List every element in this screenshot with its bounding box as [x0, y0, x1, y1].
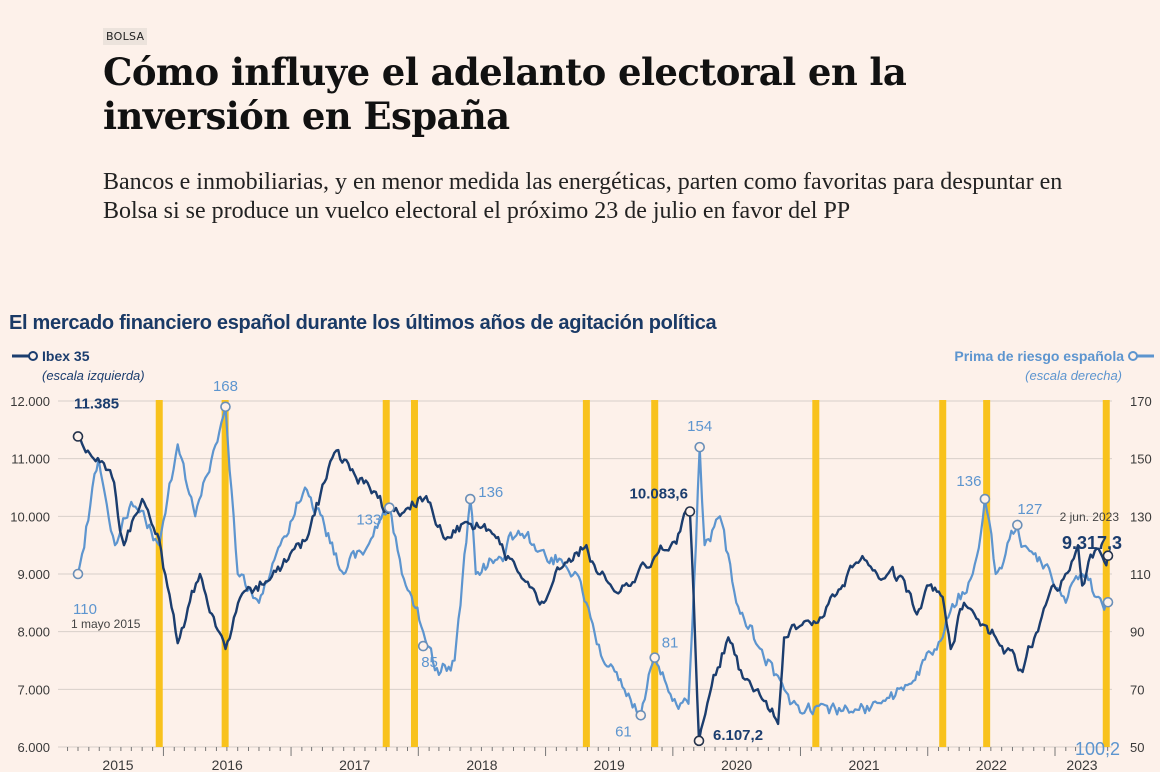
left-axis-tick-label: 6.000 [17, 740, 50, 755]
right-axis-tick-label: 170 [1130, 394, 1152, 409]
annotation-label: 9.317,3 [1062, 533, 1122, 553]
legend-prima-label: Prima de riesgo española [954, 348, 1124, 364]
line-chart: Ibex 35 (escala izquierda) Prima de ries… [10, 348, 1154, 772]
annotation-label: 6.107,2 [713, 727, 763, 744]
series-line-ibex [77, 435, 1110, 742]
annotation-label: 136 [956, 473, 981, 490]
article-subheadline: Bancos e inmobiliarias, y en menor medid… [103, 169, 1063, 224]
x-axis-tick-label: 2022 [976, 757, 1007, 772]
legend-prima-swatch [1128, 351, 1154, 361]
article-headline: Cómo influye el adelanto electoral en la… [103, 50, 907, 138]
election-band [221, 400, 229, 747]
annotation-label: 1 mayo 2015 [71, 617, 141, 631]
annotation-label: 11.385 [74, 395, 119, 412]
x-axis-tick-label: 2015 [102, 757, 133, 772]
left-axis-tick-label: 7.000 [17, 682, 50, 697]
election-band [155, 400, 163, 747]
right-axis-tick-label: 130 [1130, 509, 1152, 524]
annotation-marker [649, 652, 661, 663]
annotation-marker [72, 568, 84, 580]
left-axis-tick-label: 10.000 [10, 509, 50, 524]
annotation-label: 81 [662, 635, 679, 652]
annotation-marker [693, 735, 705, 747]
right-axis-tick-label: 110 [1130, 567, 1151, 582]
annotation-marker [1102, 550, 1114, 562]
right-axis-tick-label: 50 [1130, 740, 1144, 755]
left-axis-tick-label: 8.000 [17, 625, 50, 640]
annotation-marker [1012, 519, 1023, 531]
left-axis-tick-label: 11.000 [11, 452, 50, 467]
election-band [939, 400, 947, 747]
legend-ibex-swatch [12, 351, 38, 361]
x-axis-tick-label: 2019 [594, 757, 625, 772]
right-axis-tick-label: 90 [1130, 625, 1144, 640]
annotation-marker [694, 441, 705, 453]
annotation-marker [417, 640, 429, 652]
annotation-label: 168 [213, 378, 238, 395]
annotation-marker [635, 709, 647, 721]
chart-title: El mercado financiero español durante lo… [9, 312, 717, 334]
election-band [812, 400, 820, 747]
right-axis-tick-label: 150 [1130, 452, 1152, 467]
legend-prima-note: (escala derecha) [1025, 368, 1122, 383]
election-band [582, 400, 590, 747]
x-axis-tick-label: 2017 [339, 757, 370, 772]
election-band [382, 400, 390, 747]
election-band [410, 400, 418, 747]
section-tag[interactable]: BOLSA [103, 28, 148, 45]
annotation-label: 133 [356, 512, 381, 529]
election-band [651, 400, 659, 747]
x-axis-tick-label: 2020 [721, 757, 752, 772]
annotation-label: 127 [1017, 501, 1042, 518]
legend-ibex-note: (escala izquierda) [42, 368, 145, 383]
chart-legend: Ibex 35 (escala izquierda) Prima de ries… [12, 348, 1154, 383]
election-band [983, 400, 991, 747]
annotation-label: 85 [421, 654, 438, 671]
annotation-label: 100,2 [1075, 739, 1120, 759]
annotation-marker [384, 502, 395, 513]
annotation-label: 154 [687, 418, 712, 435]
annotation-marker [72, 431, 84, 442]
x-axis-tick-label: 2021 [849, 757, 880, 772]
x-axis-tick-label: 2023 [1066, 757, 1097, 772]
annotation-label: 10.083,6 [630, 486, 688, 503]
left-axis-tick-label: 12.000 [10, 394, 50, 409]
right-axis-tick-label: 70 [1130, 682, 1144, 697]
annotation-label: 61 [615, 723, 632, 740]
x-axis-tick-label: 2016 [212, 757, 243, 772]
annotation-marker [220, 401, 231, 413]
annotation-marker [464, 493, 476, 505]
legend-ibex-label: Ibex 35 [42, 348, 90, 364]
annotation-marker [684, 506, 696, 517]
annotation-marker [979, 493, 991, 505]
annotation-label: 136 [478, 484, 503, 501]
x-axis-tick-label: 2018 [466, 757, 497, 772]
annotation-label: 2 jun. 2023 [1060, 510, 1120, 524]
election-band [1102, 400, 1110, 747]
annotation-label: 110 [73, 601, 97, 618]
left-axis-tick-label: 9.000 [17, 567, 50, 582]
annotation-marker [1102, 596, 1114, 608]
